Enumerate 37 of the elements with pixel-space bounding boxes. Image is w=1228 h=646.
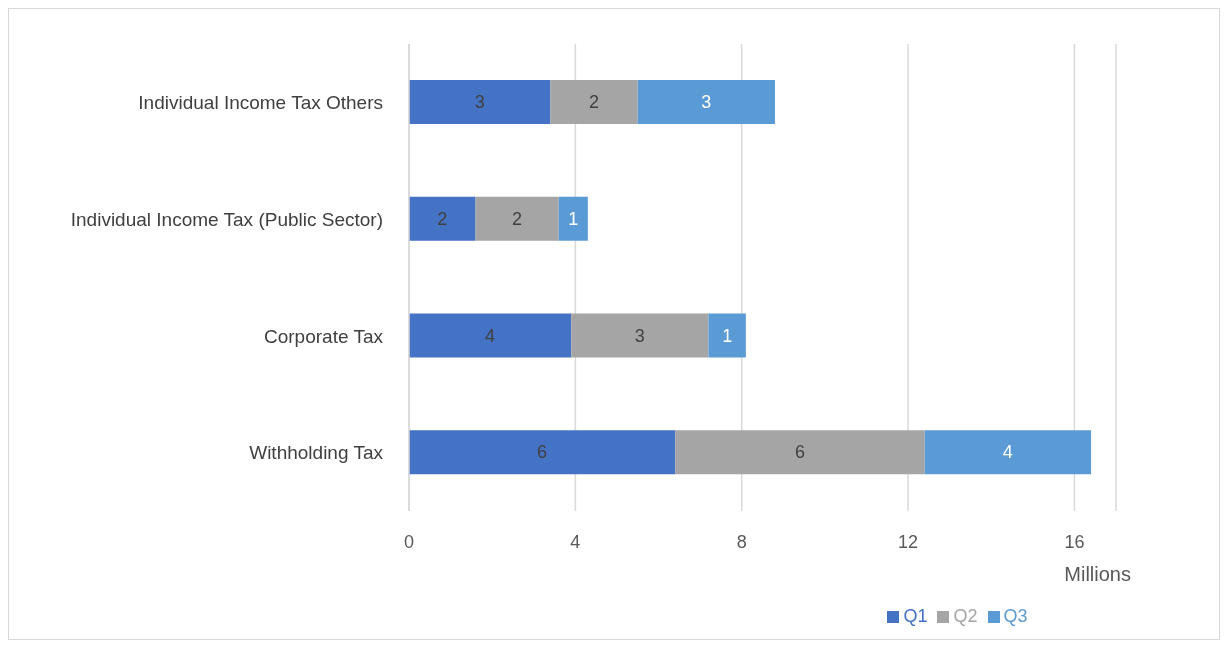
data-label: 3	[701, 92, 712, 112]
bar	[409, 430, 676, 475]
data-label: 1	[722, 325, 733, 346]
x-tick-label: 16	[1064, 531, 1085, 552]
bar	[924, 430, 1092, 475]
data-label: 3	[474, 92, 485, 112]
data-label: 2	[512, 208, 523, 229]
data-label: 2	[589, 92, 600, 112]
data-label: 2	[437, 208, 448, 229]
bar	[708, 313, 746, 358]
data-label: 4	[485, 325, 496, 346]
data-label: 1	[568, 208, 579, 229]
bar	[571, 313, 709, 358]
y-tick-label: Withholding Tax	[249, 442, 384, 464]
x-axis-title: Millions	[1064, 563, 1131, 585]
data-label: 6	[794, 442, 805, 463]
x-tick-label: 12	[898, 531, 919, 552]
bar	[675, 430, 925, 475]
x-tick-label: 4	[570, 531, 581, 552]
legend-label: Q1	[903, 606, 928, 626]
bar	[409, 313, 572, 358]
data-label: 3	[634, 325, 645, 346]
legend-label: Q3	[1003, 606, 1028, 626]
bar	[475, 196, 559, 241]
legend-label: Q2	[953, 606, 978, 626]
y-tick-label: Individual Income Tax (Public Sector)	[70, 208, 383, 230]
y-tick-label: Individual Income Tax Others	[138, 92, 383, 114]
bar	[558, 196, 588, 241]
bar	[550, 80, 638, 124]
x-tick-label: 0	[403, 531, 415, 552]
data-label: 6	[537, 442, 548, 463]
bar	[637, 80, 775, 124]
x-tick-label: 8	[736, 531, 747, 552]
y-tick-label: Corporate Tax	[264, 325, 384, 347]
data-label: 4	[1002, 442, 1013, 463]
bar	[409, 196, 476, 241]
bar	[409, 80, 551, 124]
